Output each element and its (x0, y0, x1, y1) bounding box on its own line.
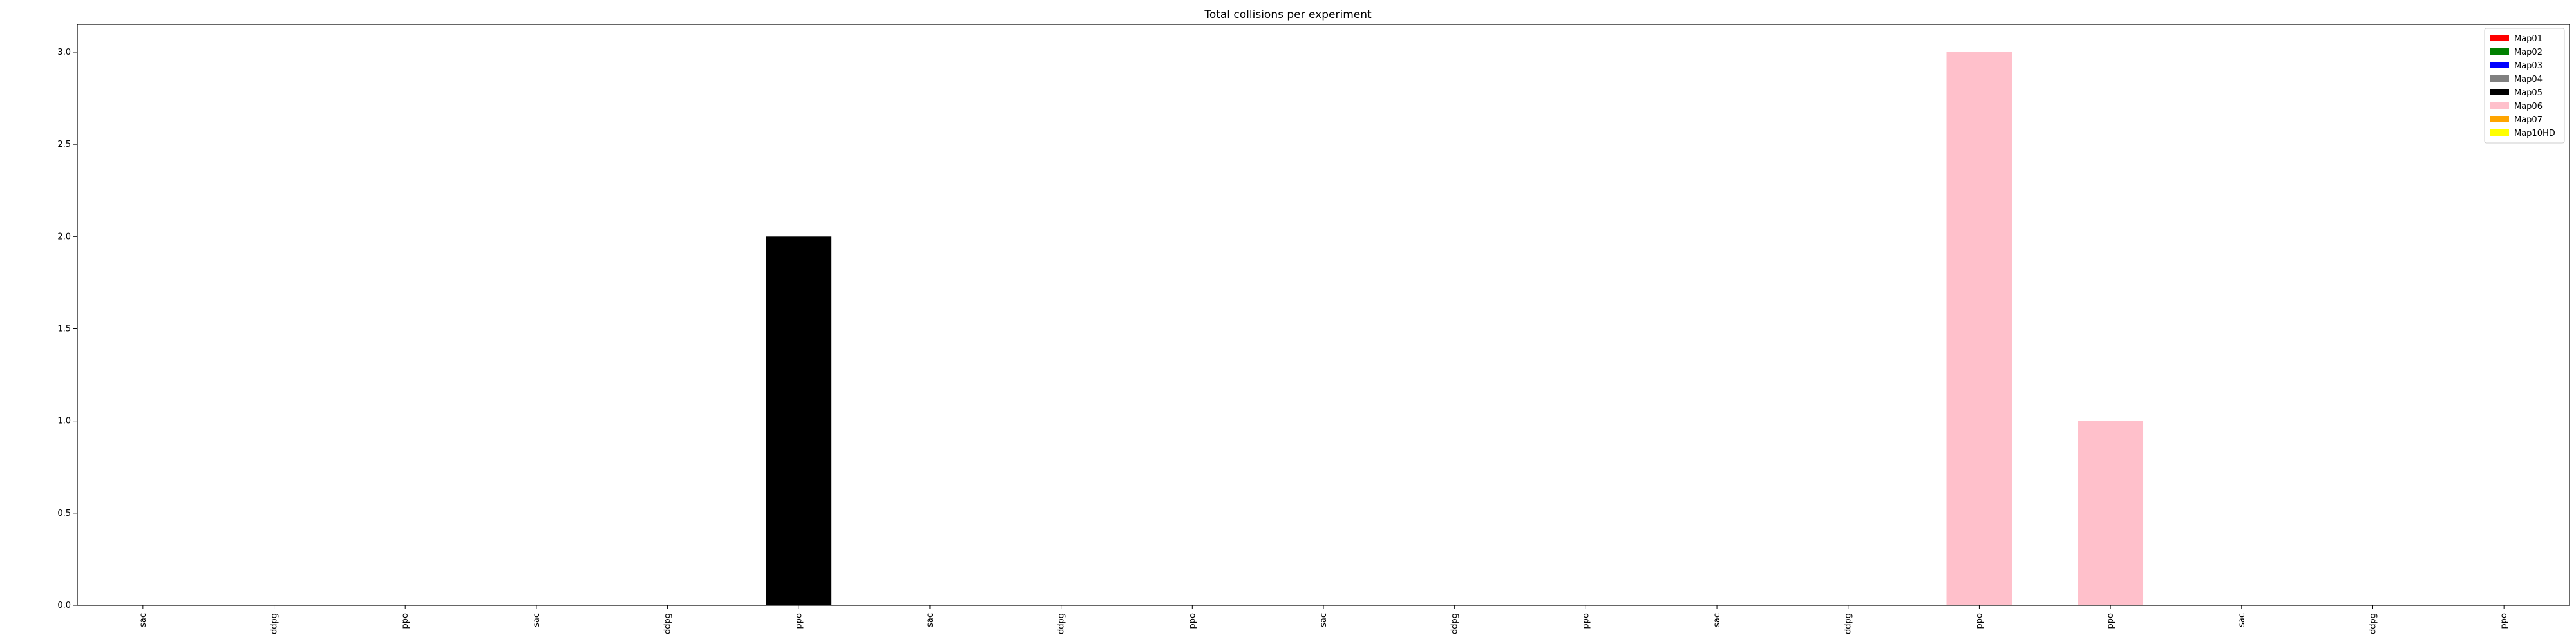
chart-title: Total collisions per experiment (1204, 8, 1372, 21)
y-tick-label: 1.0 (57, 417, 71, 426)
legend-swatch (2490, 89, 2509, 95)
x-tick-label: ddpg (1057, 613, 1066, 634)
x-tick-label: ddpg (270, 613, 279, 634)
plot-frame (77, 24, 2570, 606)
y-tick-label: 2.0 (57, 232, 71, 242)
x-tick-label: ppo (1975, 613, 1984, 629)
legend-swatch (2490, 48, 2509, 55)
y-tick-label: 2.5 (57, 140, 71, 149)
x-tick-label: sac (1712, 613, 1722, 627)
x-tick-label: ddpg (1450, 613, 1460, 634)
y-tick-label: 0.5 (57, 509, 71, 518)
legend-swatch (2490, 129, 2509, 136)
x-tick-label: ppo (1188, 613, 1197, 629)
x-axis: sac ddpg ppo sac ddpg ppo sac ddpg ppo sac ddpg ppo… (138, 605, 2509, 634)
x-tick-label: ppo (401, 613, 410, 629)
bar (766, 236, 832, 605)
x-tick-label: sac (2237, 613, 2247, 627)
x-tick-label: ppo (794, 613, 804, 629)
legend-box (2484, 28, 2565, 144)
y-tick-label: 1.5 (57, 324, 71, 334)
legend-label: Map04 (2514, 75, 2543, 84)
legend-label: Map06 (2514, 102, 2543, 111)
legend-swatch (2490, 75, 2509, 82)
legend-label: Map07 (2514, 115, 2543, 125)
legend-label: Map02 (2514, 48, 2543, 57)
bar (2078, 421, 2144, 605)
x-tick-label: sac (532, 613, 542, 627)
legend-swatch (2490, 62, 2509, 68)
bars (766, 52, 2144, 605)
legend-swatch (2490, 102, 2509, 109)
x-tick-label: ppo (2106, 613, 2116, 629)
x-tick-label: sac (1319, 613, 1329, 627)
x-tick-label: ppo (2499, 613, 2509, 629)
legend-label: Map10HD (2514, 129, 2555, 138)
y-tick-label: 3.0 (57, 48, 71, 57)
legend-swatch (2490, 35, 2509, 41)
legend: Map01 Map02 Map03 Map04 Map05 Map06 Map07 Map10… (2484, 28, 2565, 144)
legend-label: Map01 (2514, 34, 2543, 44)
legend-label: Map05 (2514, 88, 2543, 98)
x-tick-label: sac (138, 613, 148, 627)
legend-label: Map03 (2514, 61, 2543, 71)
x-tick-label: ddpg (1844, 613, 1853, 634)
y-axis: 0.0 0.5 1.0 1.5 2.0 2.5 3.0 (57, 48, 77, 611)
y-tick-label: 0.0 (57, 601, 71, 611)
x-tick-label: ddpg (2368, 613, 2378, 634)
bar (1946, 52, 2012, 605)
x-tick-label: ddpg (663, 613, 673, 634)
x-tick-label: sac (925, 613, 935, 627)
legend-swatch (2490, 116, 2509, 122)
x-tick-label: ppo (1581, 613, 1591, 629)
